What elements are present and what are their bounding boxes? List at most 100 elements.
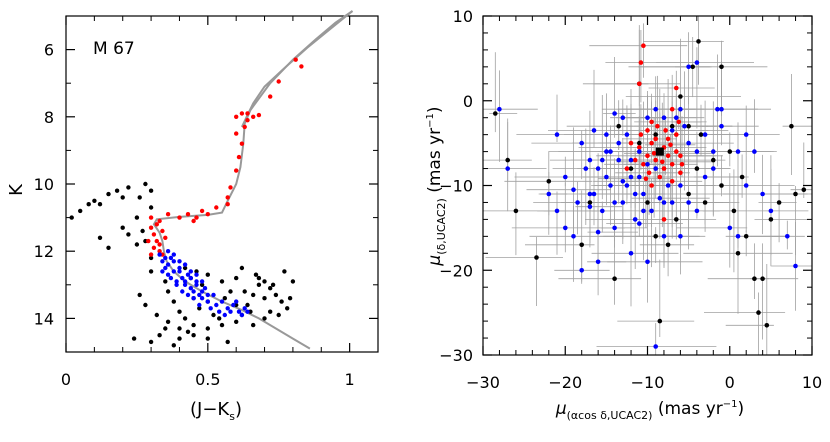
pm-point-s1 bbox=[674, 149, 679, 154]
cmd-point-s1 bbox=[157, 249, 162, 254]
cmd-point-s1 bbox=[157, 218, 162, 224]
cmd-point-s1 bbox=[234, 114, 239, 120]
cmd-point-s1 bbox=[199, 208, 205, 214]
pm-point-s2 bbox=[583, 166, 589, 171]
pm-point-s2 bbox=[575, 200, 580, 205]
cmd-point-s0 bbox=[211, 312, 216, 318]
pm-point-s2 bbox=[571, 187, 576, 192]
pm-point-s2 bbox=[674, 115, 679, 120]
cmd-point-s0 bbox=[219, 322, 225, 328]
cmd-point-s2 bbox=[199, 296, 205, 301]
cluster-label: M 67 bbox=[93, 39, 135, 59]
cmd-point-s1 bbox=[234, 131, 239, 136]
pm-point-s2 bbox=[624, 183, 630, 188]
cmd-point-s2 bbox=[182, 282, 188, 287]
pm-point-s1 bbox=[638, 60, 644, 65]
cmd-point-s0 bbox=[92, 198, 97, 203]
cmd-y-tick-label: 6 bbox=[44, 41, 54, 60]
cmd-point-s0 bbox=[282, 269, 287, 274]
pm-point-s2 bbox=[604, 149, 609, 154]
pm-point-s2 bbox=[641, 191, 646, 197]
pm-point-s2 bbox=[600, 157, 605, 163]
pm-point-s2 bbox=[694, 208, 700, 214]
cmd-point-s2 bbox=[194, 282, 199, 287]
cmd-point-s0 bbox=[182, 265, 188, 271]
pm-point-s0 bbox=[768, 217, 774, 222]
cmd-point-s1 bbox=[234, 168, 239, 173]
pm-point-s0 bbox=[801, 187, 807, 192]
cmd-point-s0 bbox=[78, 208, 83, 214]
pm-point-s2 bbox=[702, 132, 708, 137]
cmd-point-s2 bbox=[191, 289, 196, 294]
cmd-point-s0 bbox=[285, 306, 290, 311]
pm-point-s2 bbox=[686, 200, 691, 205]
pm-point-s0 bbox=[743, 234, 749, 239]
pm-x-axis-label: μ(αcos δ,UCAC2) (mas yr−1) bbox=[555, 399, 744, 422]
cmd-point-s2 bbox=[228, 309, 233, 314]
cmd-point-s2 bbox=[182, 279, 188, 284]
pm-point-s1 bbox=[653, 136, 658, 142]
cmd-point-s0 bbox=[165, 289, 171, 294]
pm-point-s2 bbox=[637, 221, 642, 226]
cmd-point-s1 bbox=[148, 225, 154, 230]
cmd-point-s0 bbox=[279, 299, 284, 304]
pm-point-s1 bbox=[651, 151, 657, 156]
cmd-point-s2 bbox=[180, 289, 185, 294]
cmd-point-s0 bbox=[177, 336, 182, 341]
pm-point-s1 bbox=[668, 142, 673, 148]
pm-point-s2 bbox=[616, 157, 621, 163]
pm-point-s1 bbox=[637, 81, 642, 87]
pm-point-s2 bbox=[727, 225, 733, 231]
pm-point-s0 bbox=[678, 94, 683, 99]
cmd-point-s0 bbox=[97, 202, 103, 207]
cmd-point-s0 bbox=[143, 181, 148, 187]
cmd-y-tick-label: 12 bbox=[34, 242, 54, 261]
cmd-point-s1 bbox=[154, 222, 159, 227]
cmd-point-s2 bbox=[236, 309, 242, 314]
cmd-point-s0 bbox=[165, 319, 171, 324]
pm-point-s1 bbox=[653, 157, 658, 163]
pm-point-s2 bbox=[637, 174, 642, 180]
pm-point-s2 bbox=[628, 174, 634, 180]
cmd-point-s0 bbox=[137, 195, 142, 200]
pm-point-s0 bbox=[731, 208, 737, 214]
cmd-point-s2 bbox=[177, 265, 182, 271]
cmd-point-s2 bbox=[165, 249, 171, 254]
cmd-point-s0 bbox=[234, 275, 239, 281]
cmd-point-s0 bbox=[290, 279, 296, 284]
pm-point-s0 bbox=[657, 318, 663, 324]
pm-point-s2 bbox=[604, 174, 609, 180]
cmd-point-s0 bbox=[120, 225, 125, 230]
cmd-point-s1 bbox=[163, 235, 168, 240]
pm-y-tick-label: 0 bbox=[463, 92, 473, 111]
pm-point-s2 bbox=[554, 208, 560, 214]
cmd-panel: 0 0.5 1 6 8 10 12 14 M 67 (J−Ks) K bbox=[6, 10, 379, 423]
cmd-point-s2 bbox=[180, 275, 185, 281]
pm-point-s1 bbox=[676, 119, 682, 125]
cmd-isochrone bbox=[152, 10, 354, 350]
cmd-point-s0 bbox=[234, 319, 239, 324]
pm-point-s0 bbox=[776, 200, 782, 205]
cmd-point-s0 bbox=[239, 265, 245, 271]
pm-point-s1 bbox=[645, 153, 650, 159]
cmd-point-s0 bbox=[177, 326, 182, 331]
pm-y-tick-label: −10 bbox=[439, 177, 473, 196]
pm-point-s2 bbox=[587, 157, 593, 163]
pm-x-tick-label: −20 bbox=[548, 373, 582, 392]
cmd-point-s0 bbox=[262, 296, 267, 301]
pm-point-s2 bbox=[497, 106, 502, 112]
pm-point-s2 bbox=[637, 149, 642, 154]
cmd-point-s1 bbox=[191, 218, 196, 224]
cmd-point-s2 bbox=[168, 255, 174, 261]
pm-point-s2 bbox=[604, 132, 609, 137]
cmd-point-s0 bbox=[256, 275, 262, 281]
cmd-point-s2 bbox=[160, 259, 165, 264]
pm-point-s2 bbox=[620, 115, 626, 120]
pm-point-s2 bbox=[554, 132, 560, 137]
isochrone-line-0 bbox=[152, 10, 354, 350]
pm-point-s2 bbox=[715, 106, 720, 112]
cmd-point-s2 bbox=[231, 302, 236, 308]
pm-point-s0 bbox=[727, 149, 733, 154]
pm-point-s1 bbox=[641, 43, 646, 48]
pm-point-s0 bbox=[674, 217, 679, 222]
